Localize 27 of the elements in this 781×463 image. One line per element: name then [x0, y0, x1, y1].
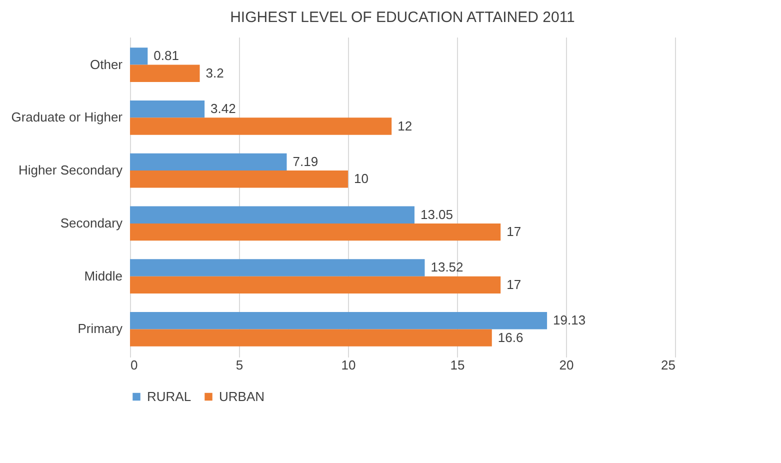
chart-title: HIGHEST LEVEL OF EDUCATION ATTAINED 2011 — [230, 9, 575, 26]
x-tick-label: 25 — [661, 358, 676, 372]
legend-label: RURAL — [147, 388, 192, 404]
y-tick-label: Other — [90, 56, 124, 72]
x-tick-label: 20 — [559, 358, 574, 372]
y-tick-label: Middle — [84, 268, 122, 284]
data-label: 12 — [398, 118, 412, 134]
data-label: 13.52 — [430, 260, 464, 275]
y-tick-label: Primary — [78, 321, 123, 336]
data-label: 10 — [354, 171, 368, 186]
data-label: 3.42 — [210, 101, 236, 116]
legend-label: URBAN — [219, 388, 265, 404]
y-tick-label: Secondary — [60, 215, 123, 230]
data-label: 17 — [506, 276, 522, 292]
data-label: 3.2 — [206, 65, 224, 80]
y-tick-label: Higher Secondary — [18, 162, 123, 178]
data-label: 16.6 — [498, 330, 524, 345]
x-tick-label: 0 — [130, 358, 138, 372]
data-label: 19.13 — [553, 312, 586, 328]
x-tick-label: 15 — [450, 358, 465, 372]
data-label: 7.19 — [292, 154, 318, 169]
data-label: 0.81 — [154, 48, 179, 64]
x-tick-label: 10 — [341, 358, 356, 372]
data-label: 13.05 — [420, 206, 454, 222]
x-tick-label: 5 — [236, 358, 244, 372]
y-tick-label: Graduate or Higher — [11, 110, 124, 125]
data-label: 17 — [506, 224, 522, 240]
